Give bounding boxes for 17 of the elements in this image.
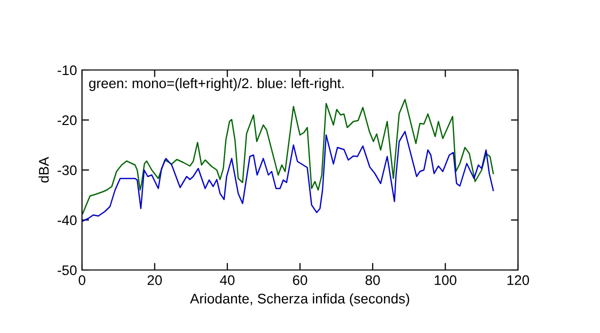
annotation: green: mono=(left+right)/2. blue: left-right. bbox=[89, 78, 344, 91]
y-tick-label: -20 bbox=[58, 115, 77, 126]
line-series bbox=[82, 130, 494, 222]
x-tick-label: 80 bbox=[366, 275, 380, 286]
y-tick-label: -10 bbox=[58, 65, 77, 76]
x-tick-label: 60 bbox=[292, 275, 308, 286]
y-tick-label: -30 bbox=[58, 165, 77, 176]
y-tick-label: -50 bbox=[58, 265, 77, 276]
x-tick-label: 0 bbox=[78, 275, 86, 286]
y-axis-title: dBA bbox=[38, 156, 49, 183]
x-tick-label: 100 bbox=[434, 275, 456, 286]
y-tick-label: -40 bbox=[58, 215, 77, 226]
x-axis-title: Ariodante, Scherza infida (seconds) bbox=[190, 293, 410, 306]
x-tick-label: 20 bbox=[148, 275, 162, 286]
x-tick-label: 40 bbox=[220, 275, 235, 286]
line-series bbox=[82, 98, 494, 214]
x-tick-label: 120 bbox=[507, 275, 530, 286]
